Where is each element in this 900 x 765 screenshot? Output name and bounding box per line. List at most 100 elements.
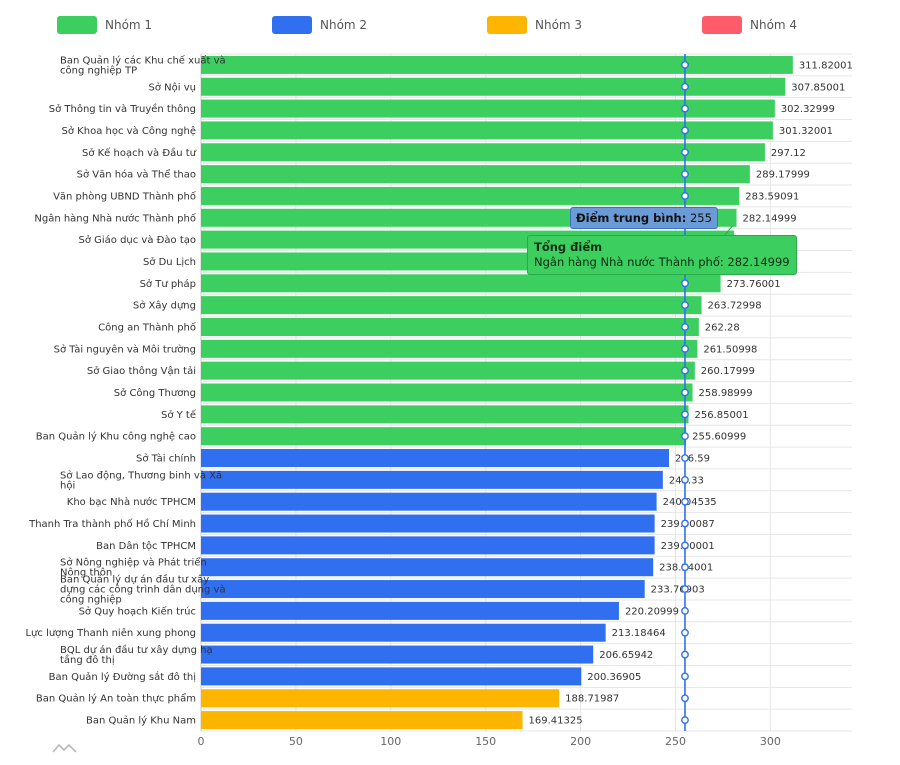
category-label: Sở Y tế xyxy=(161,409,197,421)
bar[interactable] xyxy=(201,121,773,140)
bar[interactable] xyxy=(201,601,619,620)
bar-value-label: 246.59 xyxy=(675,454,710,465)
bar[interactable] xyxy=(201,492,657,511)
x-tick-label: 250 xyxy=(665,735,686,748)
legend-label: Nhóm 1 xyxy=(105,18,153,32)
x-tick-label: 0 xyxy=(198,735,205,748)
bar[interactable] xyxy=(201,514,655,533)
bar[interactable] xyxy=(201,449,670,468)
bar[interactable] xyxy=(201,427,687,446)
average-marker[interactable] xyxy=(681,61,689,69)
category-label: Lực lượng Thanh niên xung phong xyxy=(25,627,196,639)
legend-item-group-2[interactable]: Nhóm 2 xyxy=(272,14,367,36)
average-marker[interactable] xyxy=(681,672,689,681)
bars-group[interactable] xyxy=(201,55,793,730)
average-marker[interactable] xyxy=(681,126,689,135)
legend-item-group-3[interactable]: Nhóm 3 xyxy=(487,14,582,36)
bar[interactable] xyxy=(201,99,775,118)
category-label: Ngân hàng Nhà nước Thành phố xyxy=(34,212,196,224)
bar-value-label: 188.71987 xyxy=(565,694,619,705)
average-marker[interactable] xyxy=(681,563,689,572)
category-label: Sở Giao thông Vận tải xyxy=(87,365,196,377)
bar[interactable] xyxy=(201,274,721,293)
bar-value-label: 273.76001 xyxy=(727,279,781,290)
average-marker[interactable] xyxy=(681,410,689,419)
bar[interactable] xyxy=(201,536,655,555)
average-marker[interactable] xyxy=(681,606,689,615)
average-marker[interactable] xyxy=(681,585,689,593)
average-marker[interactable] xyxy=(681,82,689,91)
bar[interactable] xyxy=(201,55,793,74)
average-marker[interactable] xyxy=(681,454,689,462)
category-label: Sở Thông tin và Truyền thông xyxy=(49,103,196,115)
bar[interactable] xyxy=(201,689,560,708)
bar-value-label: 307.85001 xyxy=(791,82,845,93)
category-label-line: Nông thôn xyxy=(60,567,112,579)
average-marker[interactable] xyxy=(681,279,689,288)
average-marker[interactable] xyxy=(681,519,689,528)
bar-value-label: 220.20999 xyxy=(625,606,679,617)
category-label: Kho bạc Nhà nước TPHCM xyxy=(67,496,196,508)
category-label-line: Ban Quản lý các Khu chế xuất và xyxy=(60,54,226,66)
bar[interactable] xyxy=(201,470,663,489)
average-marker[interactable] xyxy=(681,344,689,353)
average-marker[interactable] xyxy=(681,628,689,637)
bar[interactable] xyxy=(201,186,740,205)
bar-value-label: 206.65942 xyxy=(599,650,653,661)
bar[interactable] xyxy=(201,645,594,664)
bar[interactable] xyxy=(201,580,645,599)
category-label: Sở Quy hoạch Kiến trúc xyxy=(79,605,196,617)
bar-value-label: 301.32001 xyxy=(779,126,833,137)
bar[interactable] xyxy=(201,667,582,686)
legend-item-group-1[interactable]: Nhóm 1 xyxy=(57,14,152,36)
bar[interactable] xyxy=(201,143,765,162)
bar-value-label: 256.85001 xyxy=(694,410,748,421)
bar[interactable] xyxy=(201,623,606,642)
average-marker[interactable] xyxy=(681,694,689,703)
average-marker[interactable] xyxy=(681,104,689,113)
average-marker[interactable] xyxy=(681,716,689,724)
average-marker[interactable] xyxy=(681,650,689,659)
bar[interactable] xyxy=(201,317,699,336)
average-marker[interactable] xyxy=(681,148,689,157)
bar-value-label: 258.98999 xyxy=(699,388,753,399)
average-marker[interactable] xyxy=(681,541,689,550)
bar[interactable] xyxy=(201,711,523,730)
category-label: Sở Tài nguyên và Môi trường xyxy=(54,343,196,355)
legend-swatch xyxy=(272,16,312,34)
legend-label: Nhóm 3 xyxy=(535,18,583,32)
bar-value-label: 213.18464 xyxy=(612,628,666,639)
average-marker[interactable] xyxy=(681,366,689,375)
average-marker[interactable] xyxy=(681,388,689,397)
category-label: Ban Quản lý Khu Nam xyxy=(86,715,196,727)
category-label: Sở Kế hoạch và Đầu tư xyxy=(82,147,197,159)
bar-value-label: 200.36905 xyxy=(587,672,641,683)
total-tooltip: Tổng điểm Ngân hàng Nhà nước Thành phố: … xyxy=(527,235,797,275)
average-marker[interactable] xyxy=(681,497,689,506)
bar[interactable] xyxy=(201,77,786,96)
legend-swatch xyxy=(487,16,527,34)
category-label: Sở Văn hóa và Thể thao xyxy=(77,168,196,181)
category-label-line: Sở Nông nghiệp và Phát triển xyxy=(60,556,207,569)
average-marker[interactable] xyxy=(681,323,689,331)
bar-value-label: 169.41325 xyxy=(529,716,583,727)
average-marker[interactable] xyxy=(681,170,689,179)
bar[interactable] xyxy=(201,296,702,315)
average-marker[interactable] xyxy=(681,475,689,484)
average-marker[interactable] xyxy=(681,301,689,310)
bar-value-label: 240.04535 xyxy=(663,497,717,508)
bar[interactable] xyxy=(201,361,695,380)
bar[interactable] xyxy=(201,165,750,184)
bar[interactable] xyxy=(201,405,689,424)
x-tick-label: 150 xyxy=(475,735,496,748)
bar-value-label: 255.60999 xyxy=(692,432,746,443)
bar[interactable] xyxy=(201,339,698,358)
bar[interactable] xyxy=(201,558,654,577)
average-marker[interactable] xyxy=(681,192,689,200)
legend-item-group-4[interactable]: Nhóm 4 xyxy=(702,14,797,36)
bar[interactable] xyxy=(201,383,693,402)
average-marker[interactable] xyxy=(681,432,689,441)
legend: Nhóm 1 Nhóm 2 Nhóm 3 Nhóm 4 xyxy=(0,14,900,36)
category-label: Ban Quản lý An toàn thực phẩm xyxy=(36,692,196,705)
total-tooltip-body: Ngân hàng Nhà nước Thành phố: 282.14999 xyxy=(534,255,790,269)
